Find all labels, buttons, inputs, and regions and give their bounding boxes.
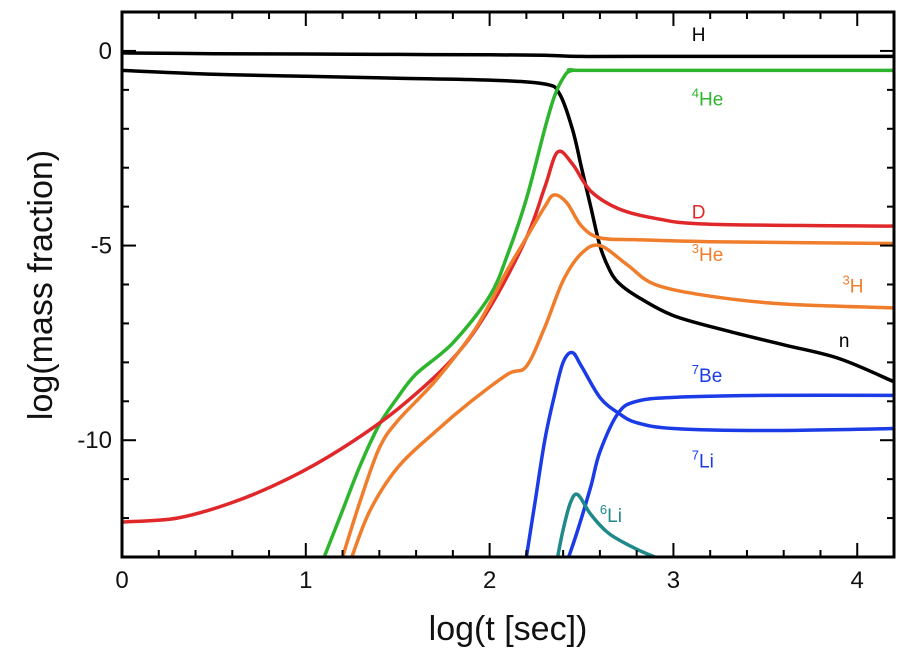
series-label-4he: 4He xyxy=(692,85,724,110)
series-label-3he: 3He xyxy=(692,241,724,266)
x-tick-label: 3 xyxy=(667,567,680,594)
series-label-n: n xyxy=(839,331,850,352)
series-line-7be xyxy=(524,350,894,557)
series-line-h xyxy=(122,51,894,59)
y-tick-label: -10 xyxy=(77,427,112,454)
series-label-3h: 3H xyxy=(843,272,864,297)
x-tick-label: 1 xyxy=(299,567,312,594)
y-tick-label: 0 xyxy=(99,38,112,65)
series-labels: Hn 4He D 3He 3H 7Be 7Li 6Li xyxy=(600,25,864,527)
series-line-7li xyxy=(567,393,894,557)
y-axis-title: log(mass fraction) xyxy=(22,150,60,420)
x-tick-label: 2 xyxy=(483,567,496,594)
x-axis-title: log(t [sec]) xyxy=(429,610,588,648)
series-label-d: D xyxy=(692,202,706,223)
axis-ticks: 0 1 2 3 4 0 -5 -10 xyxy=(77,11,895,594)
series-label-7be: 7Be xyxy=(692,362,722,387)
series-label-6li: 6Li xyxy=(600,502,622,527)
series-label-7li: 7Li xyxy=(692,448,714,473)
y-tick-label: -5 xyxy=(91,233,112,260)
plot-lines xyxy=(122,51,894,557)
x-tick-label: 0 xyxy=(115,567,128,594)
series-line-4he xyxy=(322,68,894,557)
series-line-3h xyxy=(350,243,894,557)
x-tick-label: 4 xyxy=(851,567,864,594)
series-label-h: H xyxy=(692,25,706,46)
series-line-n xyxy=(122,68,894,384)
series-line-3he xyxy=(340,193,894,557)
series-line-6li xyxy=(555,492,656,557)
